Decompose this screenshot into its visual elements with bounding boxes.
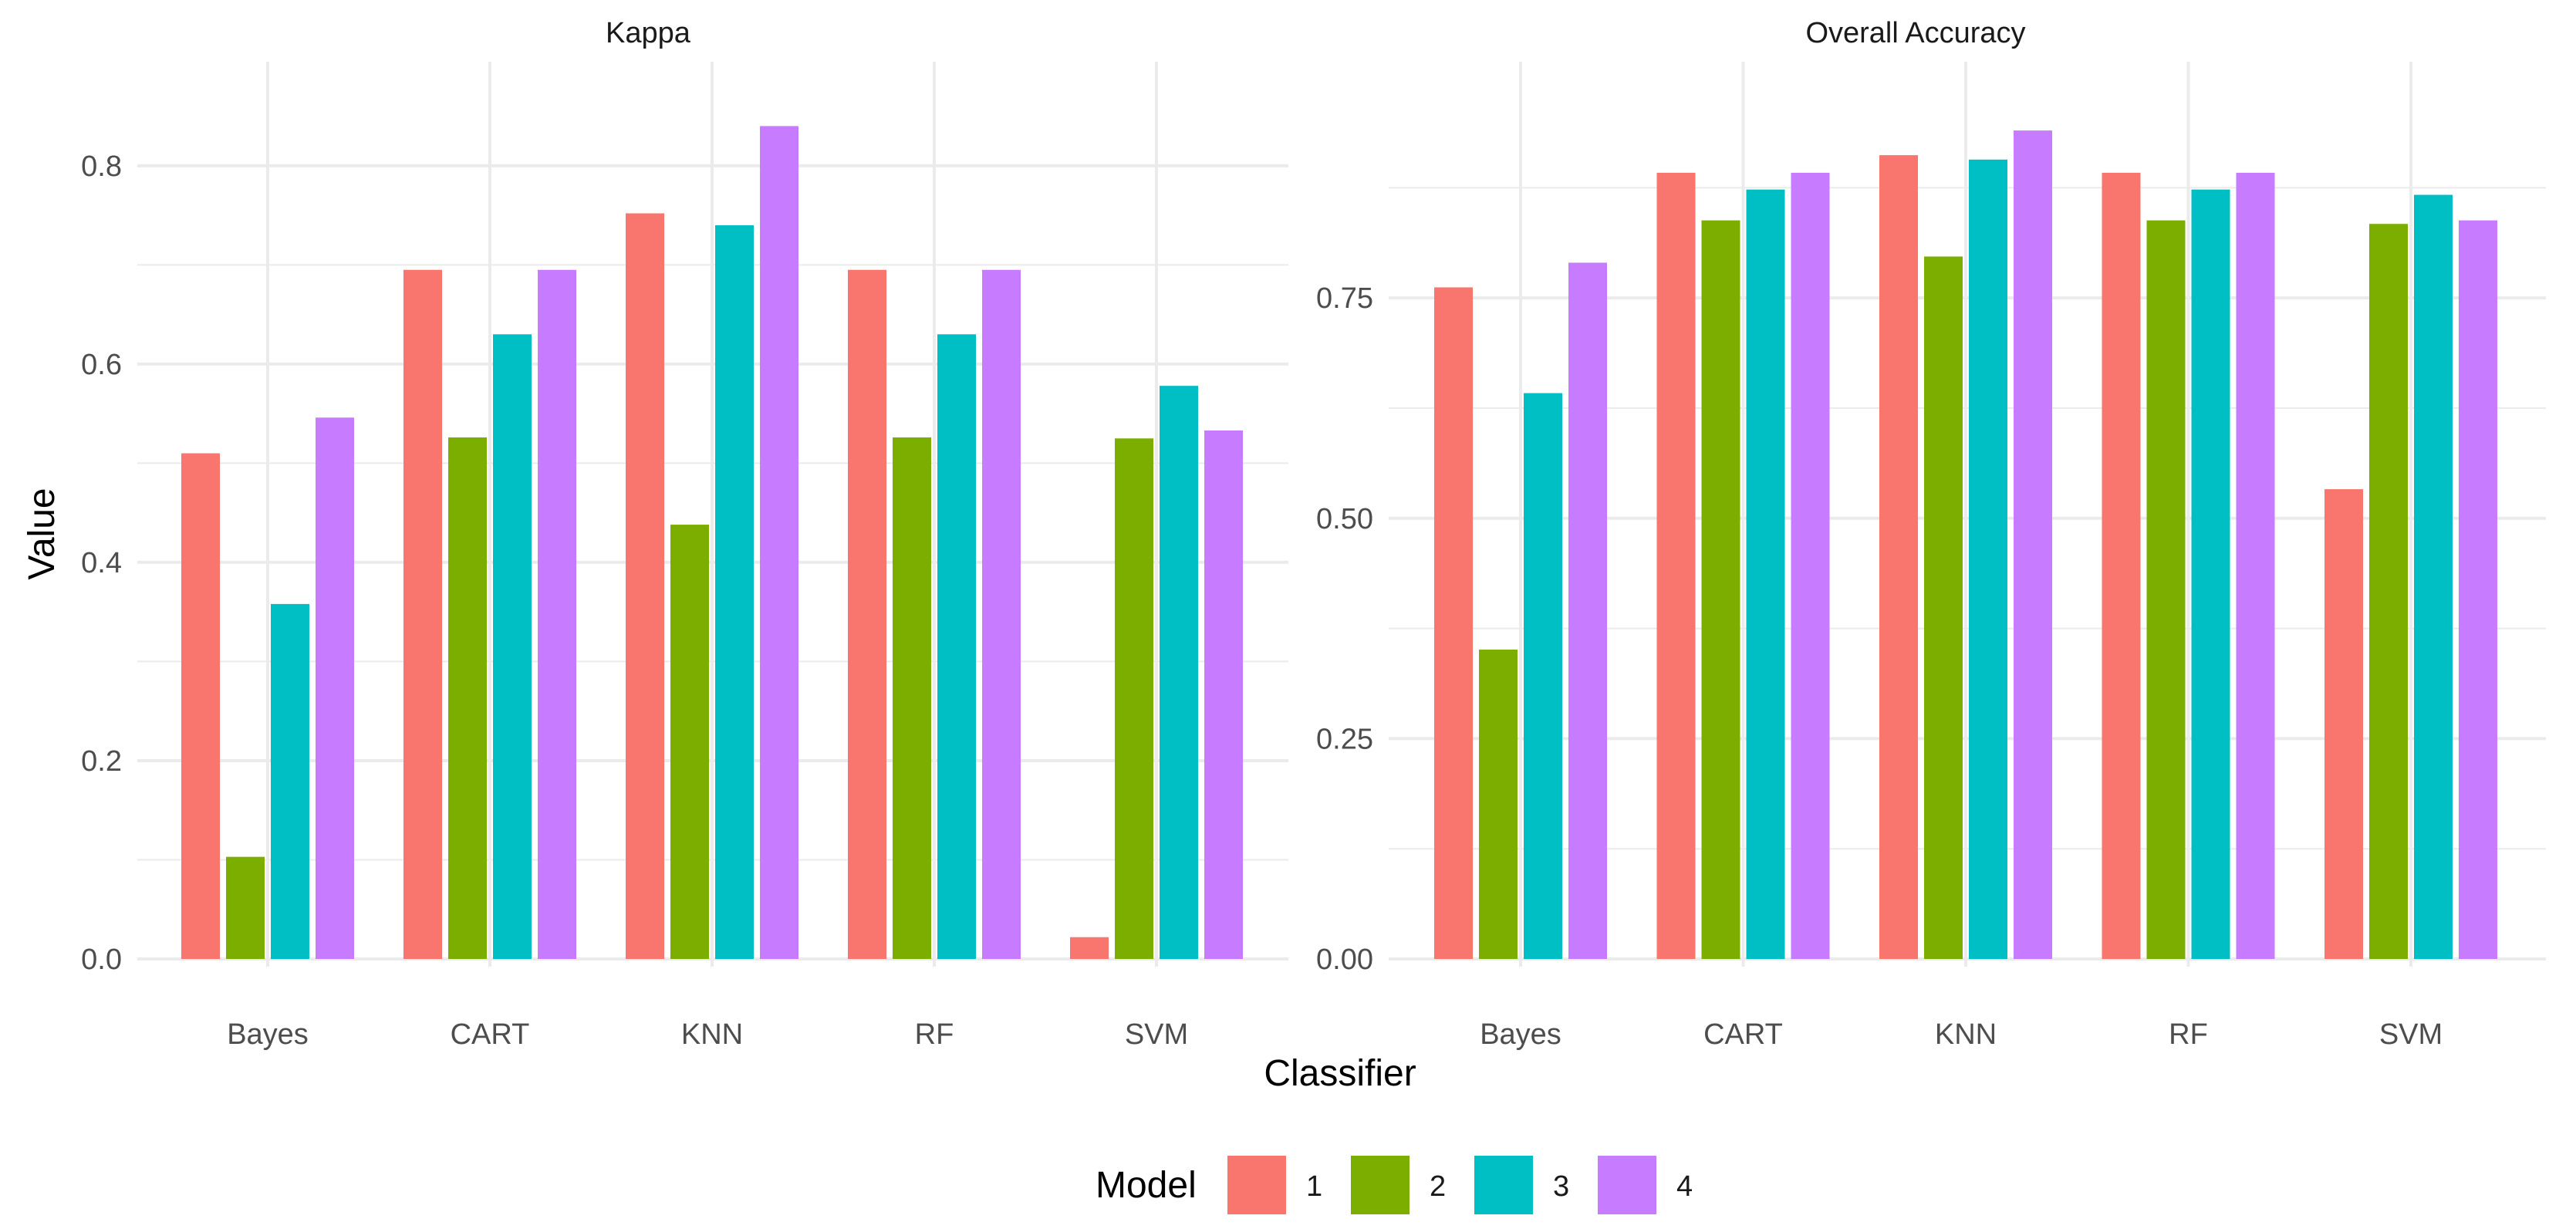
bar-rf-model-2 bbox=[893, 437, 931, 959]
bar-cart-model-2 bbox=[1701, 220, 1740, 959]
legend-label: 4 bbox=[1676, 1170, 1693, 1203]
bar-svm-model-3 bbox=[1160, 386, 1198, 959]
bar-rf-model-4 bbox=[982, 269, 1021, 959]
bar-svm-model-3 bbox=[2414, 194, 2453, 959]
bar-svm-model-1 bbox=[1070, 937, 1109, 959]
bar-knn-model-4 bbox=[760, 126, 798, 960]
bar-knn-model-3 bbox=[1969, 159, 2007, 960]
bar-cart-model-1 bbox=[403, 269, 442, 959]
legend-key bbox=[1598, 1156, 1656, 1214]
bar-bayes-model-4 bbox=[316, 417, 354, 959]
bar-knn-model-2 bbox=[1924, 256, 1963, 959]
bar-svm-model-4 bbox=[2459, 220, 2497, 959]
y-tick-label: 0.4 bbox=[81, 547, 122, 579]
bar-knn-model-3 bbox=[715, 225, 754, 959]
y-tick-label: 0.2 bbox=[81, 745, 122, 778]
legend-label: 2 bbox=[1430, 1170, 1446, 1203]
bar-bayes-model-2 bbox=[1479, 650, 1518, 959]
x-tick-label: Bayes bbox=[1480, 1018, 1561, 1051]
panel-title: Overall Accuracy bbox=[1805, 17, 2025, 49]
legend-label: 3 bbox=[1553, 1170, 1569, 1203]
bar-knn-model-1 bbox=[1879, 155, 1918, 959]
bar-cart-model-2 bbox=[448, 437, 487, 959]
x-tick-label: RF bbox=[915, 1018, 954, 1051]
y-tick-label: 0.8 bbox=[81, 150, 122, 183]
y-tick-label: 0.75 bbox=[1316, 282, 1373, 315]
x-tick-label: RF bbox=[2169, 1018, 2208, 1051]
bar-cart-model-4 bbox=[538, 269, 576, 959]
y-tick-label: 0.50 bbox=[1316, 503, 1373, 535]
legend-item-3: 3 bbox=[1474, 1156, 1569, 1214]
y-tick-label: 0.0 bbox=[81, 944, 122, 976]
bar-svm-model-4 bbox=[1204, 430, 1243, 959]
panel-2: 0.00 0.25 0.50 0.75 Bayes CART KNN RF SVM Overall… bbox=[1316, 17, 2546, 1051]
x-tick-label: Bayes bbox=[227, 1018, 309, 1051]
bar-svm-model-2 bbox=[2369, 224, 2408, 960]
y-tick-label: 0.6 bbox=[81, 349, 122, 381]
legend-title: Model bbox=[1096, 1165, 1197, 1206]
legend-label: 1 bbox=[1306, 1170, 1322, 1203]
legend-key bbox=[1227, 1156, 1286, 1214]
bar-rf-model-2 bbox=[2146, 220, 2186, 959]
bar-cart-model-3 bbox=[493, 334, 532, 959]
bar-bayes-model-1 bbox=[181, 453, 220, 959]
x-tick-label: CART bbox=[1703, 1018, 1783, 1051]
bar-cart-model-3 bbox=[1746, 189, 1785, 959]
bar-svm-model-2 bbox=[1115, 438, 1153, 959]
bar-knn-model-4 bbox=[2014, 130, 2052, 959]
bar-rf-model-4 bbox=[2236, 172, 2275, 959]
bar-bayes-model-3 bbox=[1524, 393, 1562, 960]
x-tick-label: KNN bbox=[681, 1018, 743, 1051]
x-axis-title: Classifier bbox=[1264, 1053, 1416, 1094]
legend-key bbox=[1474, 1156, 1533, 1214]
bar-bayes-model-3 bbox=[271, 603, 309, 959]
legend: Model 1 2 3 4 bbox=[1096, 1156, 1693, 1214]
x-tick-label: KNN bbox=[1935, 1018, 1997, 1051]
y-tick-label: 0.00 bbox=[1316, 944, 1373, 976]
bar-knn-model-2 bbox=[670, 525, 709, 959]
bar-svm-model-1 bbox=[2324, 489, 2363, 959]
bar-rf-model-3 bbox=[937, 334, 976, 959]
bar-bayes-model-1 bbox=[1434, 287, 1473, 959]
legend-item-4: 4 bbox=[1598, 1156, 1693, 1214]
panel-1: 0.0 0.2 0.4 0.6 0.8 Bayes CART KNN RF SVM Kappa bbox=[81, 17, 1288, 1051]
legend-key bbox=[1351, 1156, 1410, 1214]
bar-knn-model-1 bbox=[626, 213, 664, 959]
bar-rf-model-1 bbox=[848, 269, 886, 959]
legend-item-1: 1 bbox=[1227, 1156, 1322, 1214]
bar-bayes-model-4 bbox=[1568, 262, 1607, 959]
bar-rf-model-1 bbox=[2102, 172, 2141, 959]
bar-cart-model-1 bbox=[1656, 172, 1696, 959]
bar-cart-model-4 bbox=[1791, 172, 1830, 959]
y-tick-label: 0.25 bbox=[1316, 723, 1373, 755]
legend-item-2: 2 bbox=[1351, 1156, 1446, 1214]
x-tick-label: SVM bbox=[2379, 1018, 2443, 1051]
x-tick-label: SVM bbox=[1125, 1018, 1188, 1051]
y-axis-title: Value bbox=[22, 488, 62, 579]
bar-bayes-model-2 bbox=[226, 856, 265, 959]
x-tick-label: CART bbox=[451, 1018, 530, 1051]
panel-title: Kappa bbox=[606, 17, 691, 49]
bar-rf-model-3 bbox=[2191, 189, 2230, 959]
